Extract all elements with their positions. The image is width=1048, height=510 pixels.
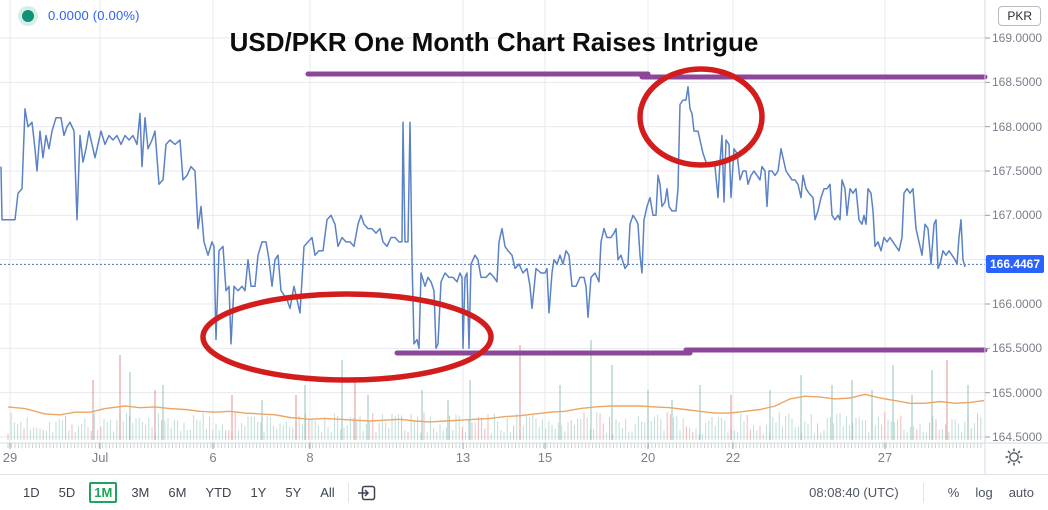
highlight-ellipse (637, 66, 765, 168)
price-axis-label: 166.0000 (992, 297, 1043, 311)
series-status-dot (22, 9, 34, 22)
range-button-ytd[interactable]: YTD (205, 485, 232, 500)
change-value: 0.0000 (0.00%) (48, 8, 140, 23)
toolbar-right: 08:08:40 (UTC) % log auto (809, 482, 1048, 503)
range-button-3m[interactable]: 3M (131, 485, 150, 500)
price-axis-label: 167.5000 (992, 164, 1043, 178)
auto-scale-toggle[interactable]: auto (1008, 485, 1034, 500)
price-axis-label: 164.5000 (992, 430, 1043, 444)
range-button-5d[interactable]: 5D (58, 485, 76, 500)
time-axis-label: 20 (640, 450, 656, 465)
price-axis-label: 168.5000 (992, 75, 1043, 90)
toolbar-divider (347, 482, 349, 503)
price-axis-label: 165.5000 (992, 341, 1043, 356)
bottom-toolbar: 1D 5D 1M 3M 6M YTD 1Y 5Y All 08:08:40 (UTC) % lo… (0, 474, 1048, 510)
range-button-5y[interactable]: 5Y (285, 485, 302, 500)
range-button-1m[interactable]: 1M (89, 482, 118, 503)
percent-scale-toggle[interactable]: % (947, 485, 960, 500)
price-axis-label: 167.0000 (992, 208, 1043, 223)
range-button-6m[interactable]: 6M (168, 485, 187, 500)
highlight-ellipse (200, 291, 494, 383)
price-axis-label: 168.0000 (992, 119, 1043, 134)
chart-title: USD/PKR One Month Chart Raises Intrigue (229, 27, 759, 57)
range-buttons: 1D 5D 1M 3M 6M YTD 1Y 5Y All (0, 482, 340, 503)
time-axis-label: 6 (209, 450, 217, 465)
time-axis-label: Jul (91, 450, 109, 465)
last-price-tag: 166.4467 (986, 255, 1044, 274)
series-legend: 0.0000 (0.00%) (22, 8, 140, 23)
price-chart-canvas[interactable] (0, 0, 1048, 474)
ma-line (7, 393, 985, 423)
time-axis-label: 27 (877, 450, 893, 465)
gear-icon[interactable] (1004, 447, 1024, 467)
toolbar-divider (922, 482, 924, 503)
price-axis-label: 165.0000 (992, 385, 1043, 400)
range-button-1d[interactable]: 1D (23, 485, 40, 500)
price-line (0, 86, 966, 350)
time-axis-label: 8 (306, 450, 314, 465)
log-scale-toggle[interactable]: log (975, 485, 993, 500)
go-to-date-icon[interactable] (357, 484, 377, 502)
time-axis-label: 22 (725, 450, 741, 465)
time-axis-label: 15 (537, 450, 553, 465)
price-axis-label: 169.0000 (992, 31, 1043, 45)
clock[interactable]: 08:08:40 (UTC) (809, 485, 899, 500)
range-button-all[interactable]: All (320, 485, 335, 500)
currency-button[interactable]: PKR (998, 6, 1041, 26)
time-axis-label: 13 (455, 450, 471, 465)
time-axis-label: 29 (2, 450, 18, 465)
range-button-1y[interactable]: 1Y (250, 485, 267, 500)
